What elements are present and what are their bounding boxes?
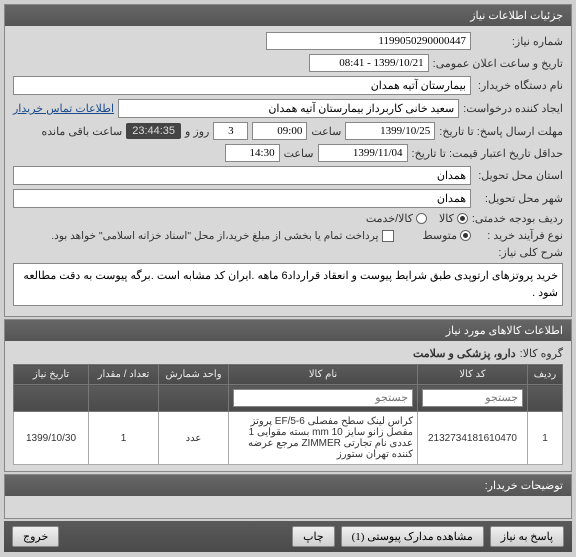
goods-group-label: گروه کالا: bbox=[520, 347, 563, 360]
buyer-org-field: بیمارستان آتیه همدان bbox=[13, 76, 471, 95]
table-header-row: ردیف کد کالا نام کالا واحد شمارش تعداد /… bbox=[14, 365, 563, 385]
summary-label: شرح کلی نیاز: bbox=[475, 246, 563, 259]
radio-goods[interactable]: کالا bbox=[439, 212, 468, 225]
need-details-body: شماره نیاز: 1199050290000447 تاریخ و ساع… bbox=[5, 26, 571, 316]
items-table: ردیف کد کالا نام کالا واحد شمارش تعداد /… bbox=[13, 364, 563, 465]
partial-pay-checkbox[interactable] bbox=[382, 230, 394, 242]
cell-code: 2132734181610470 bbox=[418, 412, 528, 465]
cell-name: کراس لینک سطح مفصلی EF/5-6 پروتز مفصل زا… bbox=[229, 412, 418, 465]
days-and-label: روز و bbox=[185, 125, 209, 138]
purchase-type-label: نوع فرآیند خرید : bbox=[475, 229, 563, 242]
radio-goods-dot bbox=[457, 213, 468, 224]
deadline-time-field: 09:00 bbox=[252, 122, 307, 140]
need-details-header: جزئیات اطلاعات نیاز bbox=[5, 5, 571, 26]
announce-dt-field: 1399/10/21 - 08:41 bbox=[309, 54, 429, 72]
radio-service-dot bbox=[416, 213, 427, 224]
cell-qty: 1 bbox=[89, 412, 159, 465]
need-no-label: شماره نیاز: bbox=[475, 35, 563, 48]
col-unit: واحد شمارش bbox=[159, 365, 229, 385]
radio-service[interactable]: کالا/خدمت bbox=[366, 212, 427, 225]
budget-row-label: ردیف بودجه خدمتی: bbox=[472, 212, 563, 225]
items-body: گروه کالا: دارو، پزشکی و سلامت ردیف کد ک… bbox=[5, 341, 571, 471]
buyer-notes-header: توضیحات خریدار: bbox=[5, 475, 571, 496]
col-date: تاریخ نیاز bbox=[14, 365, 89, 385]
validity-time-field: 14:30 bbox=[225, 144, 280, 162]
col-idx: ردیف bbox=[528, 365, 563, 385]
radio-medium-label: متوسط bbox=[422, 229, 457, 242]
time-left-label: ساعت باقی مانده bbox=[41, 125, 122, 138]
partial-pay-label: پرداخت تمام یا بخشی از مبلغ خرید،از محل … bbox=[51, 230, 378, 242]
col-qty: تعداد / مقدار bbox=[89, 365, 159, 385]
days-left-field: 3 bbox=[213, 122, 248, 140]
items-panel: اطلاعات کالاهای مورد نیاز گروه کالا: دار… bbox=[4, 319, 572, 472]
buyer-notes-body bbox=[5, 496, 571, 518]
buyer-org-label: نام دستگاه خریدار: bbox=[475, 79, 563, 92]
footer-bar: پاسخ به نیاز مشاهده مدارک پیوستی (1) چاپ… bbox=[4, 521, 572, 552]
budget-row-radios: کالا کالا/خدمت bbox=[366, 212, 468, 225]
radio-service-label: کالا/خدمت bbox=[366, 212, 413, 225]
countdown-timer: 23:44:35 bbox=[126, 123, 181, 139]
table-row[interactable]: 1 2132734181610470 کراس لینک سطح مفصلی E… bbox=[14, 412, 563, 465]
province-field: همدان bbox=[13, 166, 471, 185]
radio-medium[interactable]: متوسط bbox=[422, 229, 471, 242]
buyer-notes-panel: توضیحات خریدار: bbox=[4, 474, 572, 519]
exit-button[interactable]: خروج bbox=[12, 526, 59, 547]
deadline-label: مهلت ارسال پاسخ: تا تاریخ: bbox=[439, 125, 563, 138]
table-filter-row bbox=[14, 385, 563, 412]
buyer-contact-link[interactable]: اطلاعات تماس خریدار bbox=[13, 102, 114, 115]
city-field: همدان bbox=[13, 189, 471, 208]
announce-dt-label: تاریخ و ساعت اعلان عمومی: bbox=[433, 57, 563, 70]
goods-group-value: دارو، پزشکی و سلامت bbox=[413, 347, 516, 360]
answer-button[interactable]: پاسخ به نیاز bbox=[490, 526, 564, 547]
creator-field: سعید خانی کاربرداز بیمارستان آتیه همدان bbox=[118, 99, 459, 118]
validity-date-field: 1399/11/04 bbox=[318, 144, 408, 162]
cell-unit: عدد bbox=[159, 412, 229, 465]
items-header: اطلاعات کالاهای مورد نیاز bbox=[5, 320, 571, 341]
need-no-field: 1199050290000447 bbox=[266, 32, 471, 50]
attachments-button[interactable]: مشاهده مدارک پیوستی (1) bbox=[341, 526, 484, 547]
cell-date: 1399/10/30 bbox=[14, 412, 89, 465]
city-label: شهر محل تحویل: bbox=[475, 192, 563, 205]
print-button[interactable]: چاپ bbox=[292, 526, 335, 547]
cell-idx: 1 bbox=[528, 412, 563, 465]
col-name: نام کالا bbox=[229, 365, 418, 385]
time-label-1: ساعت bbox=[311, 125, 341, 138]
summary-text: خرید پروتزهای ارتوپدی طبق شرایط پیوست و … bbox=[13, 263, 563, 306]
validity-label: حداقل تاریخ اعتبار قیمت: تا تاریخ: bbox=[412, 147, 563, 160]
need-details-panel: جزئیات اطلاعات نیاز شماره نیاز: 11990502… bbox=[4, 4, 572, 317]
filter-name-input[interactable] bbox=[233, 389, 413, 407]
creator-label: ایجاد کننده درخواست: bbox=[463, 102, 563, 115]
col-code: کد کالا bbox=[418, 365, 528, 385]
deadline-date-field: 1399/10/25 bbox=[345, 122, 435, 140]
radio-goods-label: کالا bbox=[439, 212, 454, 225]
province-label: استان محل تحویل: bbox=[475, 169, 563, 182]
time-label-2: ساعت bbox=[284, 147, 314, 160]
filter-code-input[interactable] bbox=[422, 389, 523, 407]
radio-medium-dot bbox=[460, 230, 471, 241]
